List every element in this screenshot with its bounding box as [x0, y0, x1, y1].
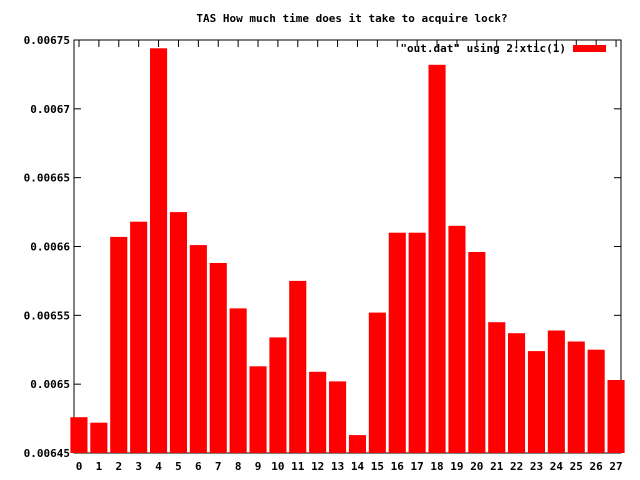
x-tick-label: 14 [351, 460, 365, 473]
x-tick-label: 9 [255, 460, 262, 473]
bar [428, 64, 446, 454]
x-tick-label: 13 [331, 460, 344, 473]
bar [269, 337, 287, 453]
x-tick-label: 17 [411, 460, 424, 473]
x-tick-label: 7 [215, 460, 222, 473]
y-tick-label: 0.00645 [24, 447, 70, 460]
legend: "out.dat" using 2:xtic(1) [400, 42, 606, 55]
bar [607, 380, 625, 453]
bar [508, 333, 526, 453]
bar [329, 381, 347, 453]
x-tick-label: 16 [391, 460, 405, 473]
x-tick-label: 26 [590, 460, 604, 473]
y-tick-label: 0.00665 [24, 172, 70, 185]
bar [388, 232, 406, 453]
y-tick-label: 0.0065 [30, 378, 70, 391]
bar [309, 371, 327, 453]
bar [368, 312, 386, 453]
x-tick-label: 15 [371, 460, 384, 473]
x-tick-label: 24 [550, 460, 564, 473]
x-tick-label: 12 [311, 460, 324, 473]
bar [209, 263, 227, 453]
y-tick-label: 0.00675 [24, 34, 70, 47]
bar [408, 232, 426, 453]
bar [189, 245, 207, 453]
x-tick-label: 27 [609, 460, 622, 473]
x-tick-label: 4 [155, 460, 162, 473]
x-tick-label: 1 [96, 460, 103, 473]
bar [130, 221, 148, 453]
x-tick-label: 8 [235, 460, 242, 473]
bar [249, 366, 267, 453]
bar [70, 417, 88, 453]
y-tick-label: 0.0066 [30, 241, 70, 254]
x-tick-label: 21 [490, 460, 504, 473]
legend-label: "out.dat" using 2:xtic(1) [400, 42, 566, 55]
bar [567, 341, 585, 453]
y-tick-labels: 0.00675 0.0067 0.00665 0.0066 0.00655 0.0065 0… [24, 34, 71, 460]
x-tick-label: 19 [450, 460, 463, 473]
legend-swatch [573, 45, 606, 52]
bar [169, 212, 187, 453]
bar [348, 435, 366, 453]
x-tick-label: 23 [530, 460, 543, 473]
bar [229, 308, 247, 453]
bar [527, 351, 545, 453]
x-tick-label: 18 [430, 460, 443, 473]
bar [289, 280, 307, 453]
y-tick-label: 0.00655 [24, 309, 70, 322]
x-tick-label: 2 [115, 460, 122, 473]
bar [587, 349, 605, 453]
y-tick-label: 0.0067 [30, 103, 70, 116]
x-tick-label: 20 [470, 460, 483, 473]
x-tick-label: 3 [135, 460, 142, 473]
x-tick-labels: 0 1 2 3 4 5 6 7 8 9 10 11 12 13 14 15 16 17 18 19 20 21 22 23 24… [76, 460, 623, 473]
bar [110, 236, 128, 453]
bar [468, 252, 486, 453]
bar [448, 225, 466, 453]
x-tick-label: 5 [175, 460, 182, 473]
x-tick-label: 25 [570, 460, 583, 473]
bar [90, 422, 108, 453]
x-tick-label: 22 [510, 460, 523, 473]
bar [488, 322, 506, 453]
x-tick-label: 6 [195, 460, 202, 473]
bar [150, 48, 168, 454]
bars-group [70, 48, 625, 454]
x-tick-label: 11 [291, 460, 305, 473]
bar [547, 330, 565, 453]
chart-title: TAS How much time does it take to acquir… [196, 12, 507, 25]
x-tick-label: 10 [271, 460, 284, 473]
x-tick-label: 0 [76, 460, 83, 473]
